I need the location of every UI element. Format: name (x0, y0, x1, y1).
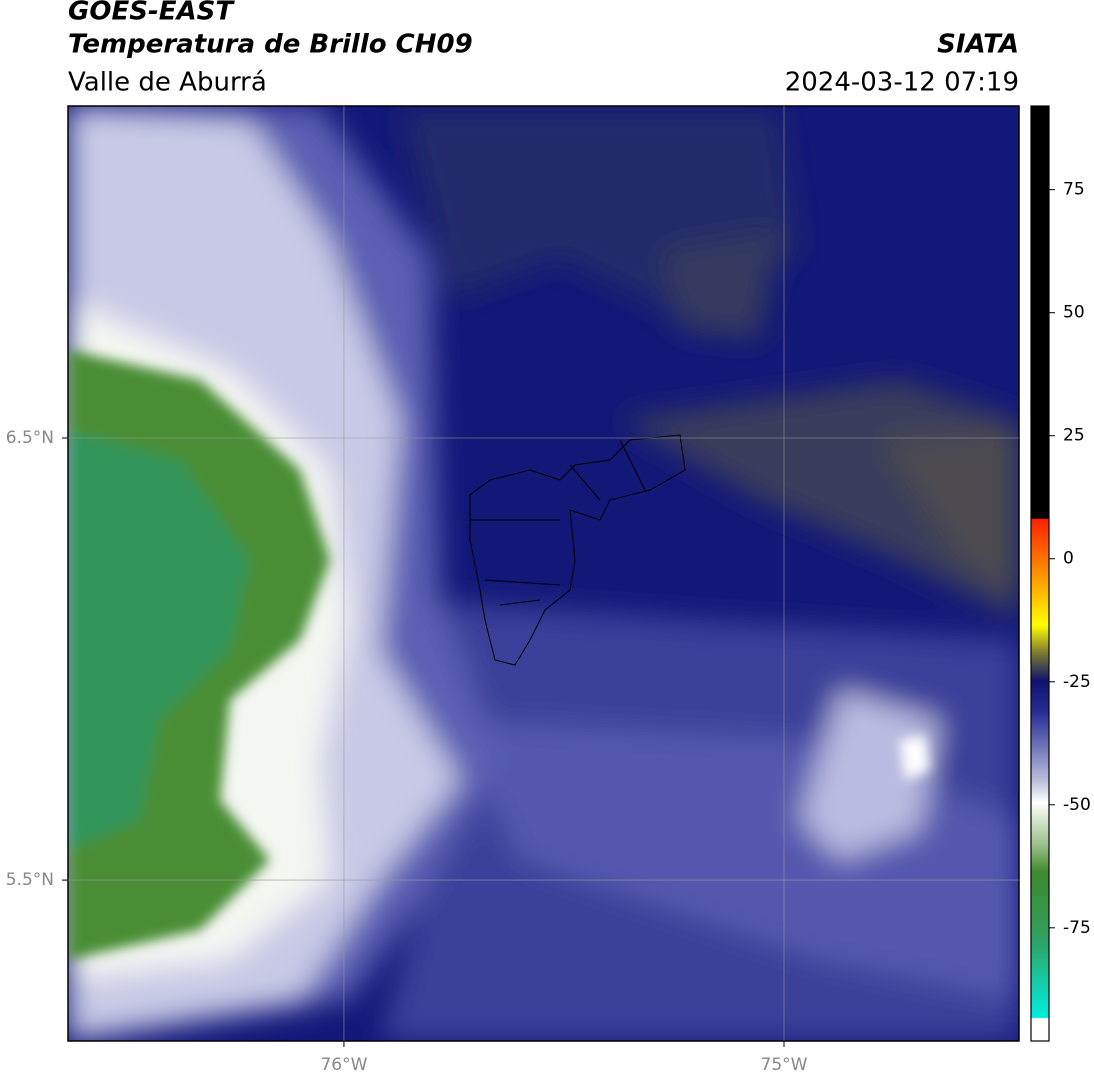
y-tick-label: 6.5°N (6, 428, 54, 448)
colorbar-tick-label: 75 (1063, 180, 1085, 200)
colorbar-tick-label: 50 (1063, 303, 1085, 323)
source: SIATA (937, 30, 1019, 60)
satellite-image (68, 106, 1019, 1041)
y-tick-label: 5.5°N (6, 870, 54, 890)
colorbar-tick-label: -25 (1063, 672, 1091, 692)
colorbar-tick-label: 0 (1063, 549, 1074, 569)
colorbar-tick-label: -75 (1063, 918, 1091, 938)
map-frame (67, 105, 1020, 1042)
colorbar (1030, 105, 1050, 1042)
colorbar-tick-label: -50 (1063, 795, 1091, 815)
colorbar-tick-label: 25 (1063, 426, 1085, 446)
x-tick-label: 76°W (320, 1055, 367, 1075)
x-tick-label: 75°W (761, 1055, 808, 1075)
subtitle: Temperatura de Brillo CH09 (68, 30, 473, 60)
region: Valle de Aburrá (68, 68, 267, 98)
datetime: 2024-03-12 07:19 (785, 68, 1019, 98)
title: GOES-EAST (68, 0, 235, 27)
